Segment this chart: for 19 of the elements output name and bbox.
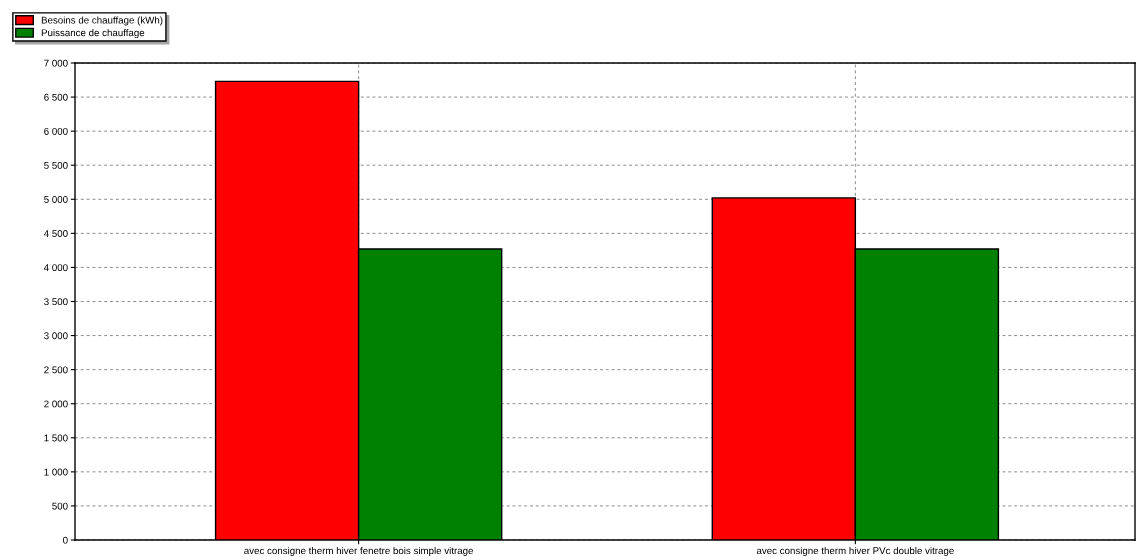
y-tick-label: 3 500 xyxy=(44,298,68,306)
legend-label: Puissance de chauffage xyxy=(41,29,145,39)
y-tick-label: 1 000 xyxy=(44,468,68,476)
y-tick-label: 7 000 xyxy=(44,59,68,67)
y-tick-label: 2 000 xyxy=(44,400,68,408)
x-tick-label: avec consigne therm hiver PVc double vitrage xyxy=(756,546,954,557)
y-tick-label: 5 000 xyxy=(44,196,68,203)
y-tick-label: 3 000 xyxy=(44,332,68,340)
legend-label: Besoins de chauffage (kWh) xyxy=(41,16,163,26)
y-tick-label: 1 500 xyxy=(44,434,68,442)
y-tick-label: 4 500 xyxy=(43,230,68,237)
y-tick-label: 4 000 xyxy=(43,264,68,272)
y-tick-label: 0 xyxy=(63,536,68,544)
y-tick-label: 6 500 xyxy=(44,93,68,101)
x-tick-label: avec consigne therm hiver fenetre bois simple vitrage xyxy=(244,546,474,557)
y-tick-label: 500 xyxy=(52,502,68,510)
y-tick-label: 2 500 xyxy=(44,366,68,374)
y-tick-label: 5 500 xyxy=(44,161,68,169)
y-tick-label: 6 000 xyxy=(44,127,68,135)
